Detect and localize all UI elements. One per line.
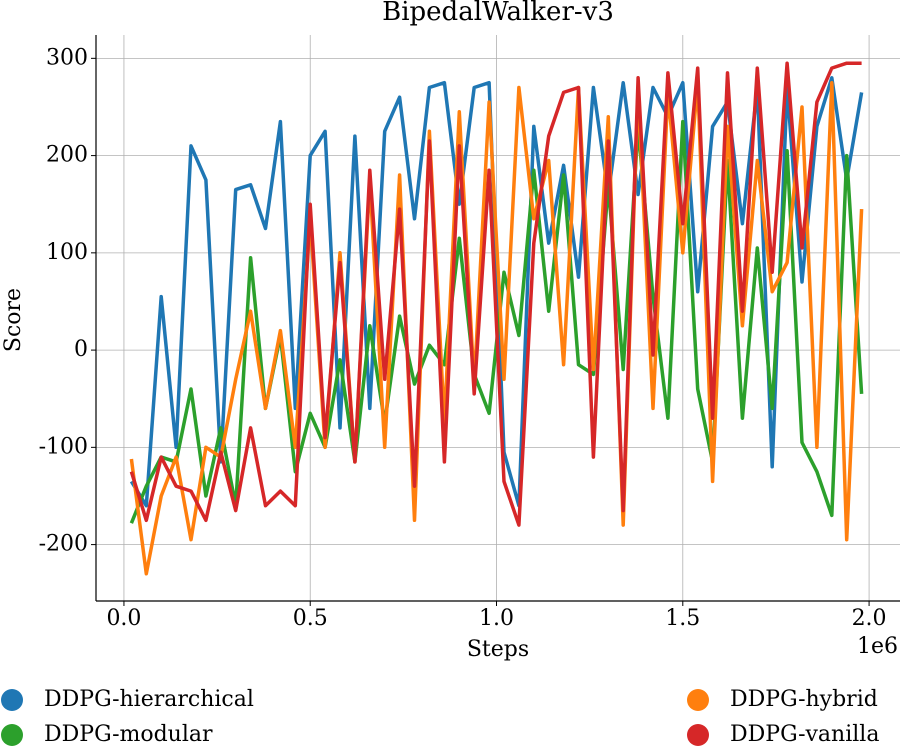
y-axis-label: Score bbox=[1, 288, 26, 352]
x-tick-label: 1.0 bbox=[479, 606, 514, 631]
x-tick-label: 1.5 bbox=[665, 606, 700, 631]
legend-label: DDPG-hybrid bbox=[730, 687, 878, 712]
y-tick-label: 100 bbox=[46, 240, 88, 265]
legend-label: DDPG-modular bbox=[44, 722, 213, 747]
legend-label: DDPG-hierarchical bbox=[44, 687, 254, 712]
legend-label: DDPG-vanilla bbox=[730, 722, 879, 747]
legend-marker bbox=[687, 689, 709, 711]
legend-marker bbox=[687, 724, 709, 746]
x-tick-label: 0.5 bbox=[293, 606, 328, 631]
legend-marker bbox=[1, 689, 23, 711]
chart-title: BipedalWalker-v3 bbox=[382, 0, 614, 27]
x-offset-label: 1e6 bbox=[857, 634, 898, 659]
x-axis-label: Steps bbox=[467, 637, 529, 662]
y-tick-label: -100 bbox=[39, 434, 88, 459]
legend-marker bbox=[1, 724, 23, 746]
x-tick-label: 0.0 bbox=[106, 606, 141, 631]
y-tick-label: 300 bbox=[46, 45, 88, 70]
y-tick-label: -200 bbox=[39, 532, 88, 557]
x-tick-label: 2.0 bbox=[852, 606, 887, 631]
series-line bbox=[129, 61, 862, 527]
y-tick-label: 0 bbox=[74, 337, 88, 362]
y-tick-label: 200 bbox=[46, 143, 88, 168]
